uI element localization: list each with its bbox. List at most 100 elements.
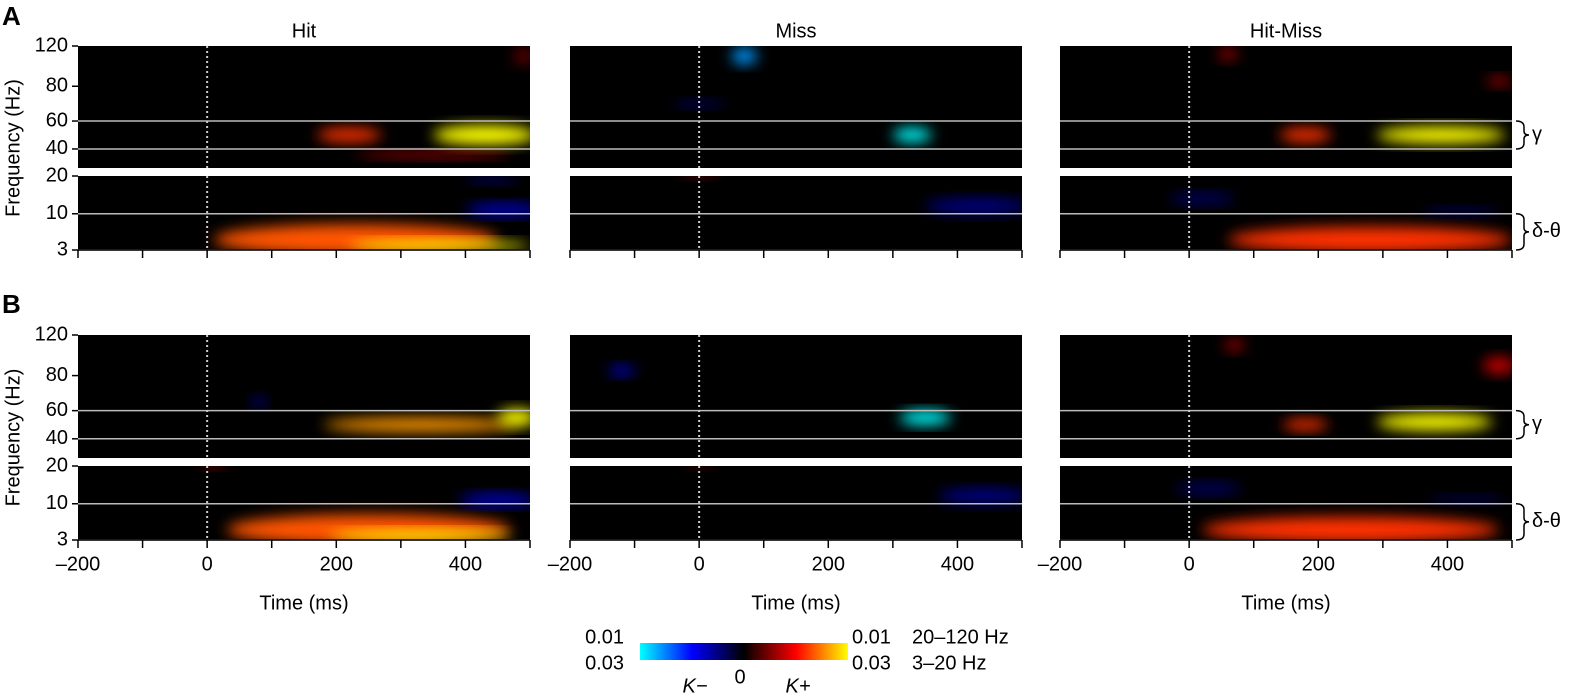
y-axis-label: Frequency (Hz) [2, 79, 24, 217]
power-blob [1169, 192, 1235, 205]
heatmap [200, 466, 530, 540]
y-tick-label: 40 [46, 137, 68, 159]
x-tick-label: –200 [1038, 553, 1083, 575]
band-label: γ [1532, 413, 1542, 435]
x-tick-label: 0 [1184, 553, 1195, 575]
y-tick-label: 40 [46, 427, 68, 449]
column-title: Hit-Miss [1250, 20, 1322, 42]
y-tick-label: 120 [35, 34, 68, 56]
y-tick-label: 60 [46, 109, 68, 131]
y-tick-label: 80 [46, 75, 68, 97]
heatmap [1218, 48, 1512, 144]
x-tick-label: 0 [202, 553, 213, 575]
heatmap [316, 48, 530, 159]
colorbar-range: 20–120 Hz [912, 626, 1009, 648]
colorbar-range: 3–20 Hz [912, 652, 987, 674]
colorbar [640, 643, 848, 660]
y-tick-label: 10 [46, 492, 68, 514]
y-tick-label: 3 [57, 528, 68, 550]
colorbar-limit: 0.01 [852, 626, 891, 648]
power-blob [1486, 76, 1512, 87]
power-blob [349, 240, 530, 250]
power-blob [355, 150, 511, 159]
power-blob [731, 48, 758, 65]
power-blob [925, 198, 1022, 214]
power-blob [465, 203, 530, 216]
y-tick-label: 3 [57, 238, 68, 260]
heatmap [1224, 339, 1512, 431]
colorbar-limit: 0.03 [852, 652, 891, 674]
power-blob [200, 466, 227, 469]
heatmap [608, 365, 951, 425]
x-tick-label: 0 [694, 553, 705, 575]
power-blob [458, 493, 530, 506]
panel-background [570, 335, 1022, 458]
x-tick-label: 200 [320, 553, 353, 575]
x-axis-label: Time (ms) [1241, 592, 1330, 614]
panel-background [1060, 335, 1512, 458]
power-blob [316, 128, 382, 142]
panel-background [78, 335, 530, 458]
power-blob [465, 176, 518, 184]
y-tick-label: 80 [46, 364, 68, 386]
panel-background [1060, 46, 1512, 168]
y-axis-label: Frequency (Hz) [2, 369, 24, 507]
power-blob [1376, 413, 1493, 431]
power-blob [899, 410, 951, 425]
y-tick-label: 20 [46, 164, 68, 186]
power-blob [1428, 496, 1506, 504]
power-blob [1482, 357, 1512, 374]
power-blob [673, 100, 725, 108]
x-tick-label: –200 [548, 553, 593, 575]
power-blob [1279, 128, 1332, 142]
band-bracket [1515, 502, 1530, 541]
band-bracket [1515, 409, 1530, 440]
colorbar-label: K− [682, 675, 707, 697]
band-bracket [1515, 212, 1530, 251]
power-blob [892, 128, 932, 142]
y-tick-label: 120 [35, 323, 68, 345]
power-blob [1227, 226, 1512, 250]
x-tick-label: –200 [56, 553, 101, 575]
power-blob [938, 488, 1022, 504]
x-tick-label: 400 [941, 553, 974, 575]
band-bracket [1515, 120, 1530, 150]
power-blob [608, 365, 635, 376]
x-tick-label: 400 [449, 553, 482, 575]
power-blob [1421, 207, 1500, 216]
power-blob [323, 417, 518, 432]
panel-background [78, 46, 530, 168]
colorbar-limit: 0.01 [585, 626, 624, 648]
heatmap [1176, 482, 1506, 540]
power-blob [497, 409, 530, 427]
power-blob [1176, 482, 1241, 495]
band-label: δ-θ [1532, 220, 1561, 242]
colorbar-label: 0 [734, 666, 745, 688]
panel-letter: A [2, 1, 21, 31]
x-tick-label: 200 [812, 553, 845, 575]
x-tick-label: 200 [1302, 553, 1335, 575]
y-tick-label: 10 [46, 202, 68, 224]
power-blob [252, 396, 266, 408]
power-blob [513, 48, 530, 65]
heatmap [252, 396, 530, 432]
colorbar-label: K+ [785, 675, 810, 697]
y-tick-label: 20 [46, 454, 68, 476]
band-label: γ [1532, 123, 1542, 145]
panel-letter: B [2, 289, 21, 319]
x-tick-label: 400 [1431, 553, 1464, 575]
power-blob [1224, 339, 1245, 352]
power-blob [1218, 48, 1238, 61]
heatmap [673, 48, 932, 142]
power-blob [1202, 516, 1500, 540]
power-blob [1376, 126, 1506, 144]
band-label: δ-θ [1532, 510, 1561, 532]
column-title: Hit [292, 20, 317, 42]
power-blob [433, 125, 530, 145]
panel-background [570, 46, 1022, 168]
power-blob [1282, 419, 1328, 431]
column-title: Miss [775, 20, 816, 42]
y-tick-label: 60 [46, 399, 68, 421]
heatmap [213, 176, 530, 250]
